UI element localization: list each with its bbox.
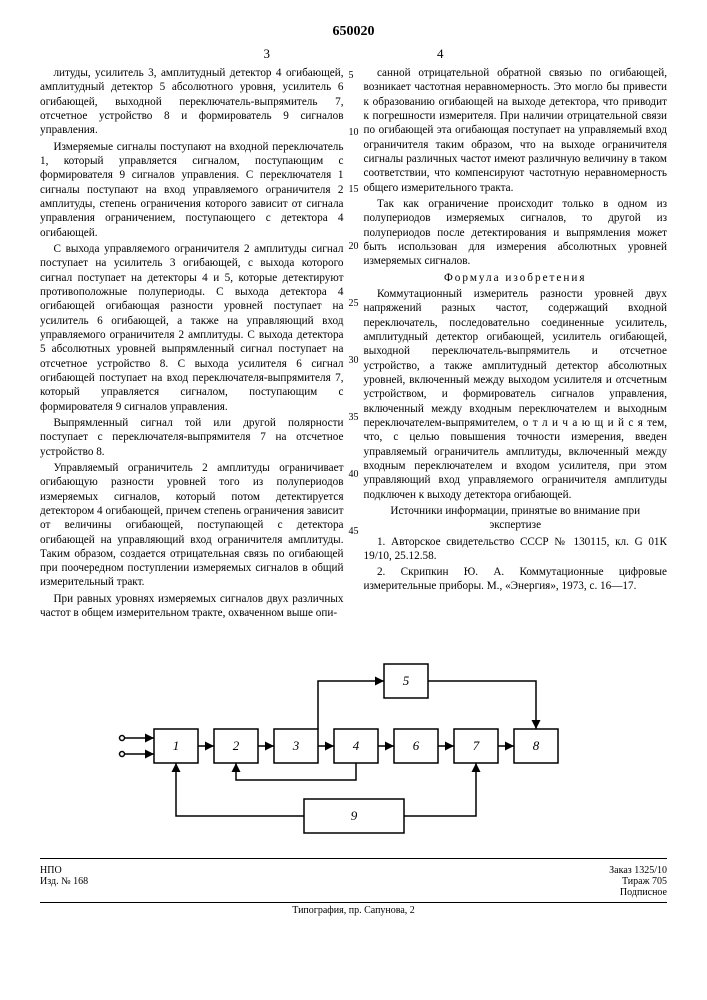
svg-text:7: 7 (472, 738, 479, 753)
imprint-footer: НПО Изд. № 168 Заказ 1325/10 Тираж 705 П… (40, 865, 667, 898)
svg-text:6: 6 (412, 738, 419, 753)
svg-text:1: 1 (172, 738, 179, 753)
paragraph: Измеряемые сигналы поступают на входной … (40, 140, 344, 240)
reference-item: 2. Скрипкин Ю. А. Коммутационные цифровы… (364, 565, 668, 594)
reference-item: 1. Авторское свидетельство СССР № 130115… (364, 535, 668, 564)
svg-text:5: 5 (402, 673, 409, 688)
svg-text:2: 2 (232, 738, 239, 753)
paragraph: При равных уровнях измеряемых сигналов д… (40, 592, 344, 621)
section-title-formula: Формула изобретения (364, 271, 668, 285)
paragraph: С выхода управляемого ограничителя 2 амп… (40, 242, 344, 414)
paragraph: Коммутационный измеритель разности уровн… (364, 287, 668, 502)
paragraph: Управляемый ограничитель 2 амплитуды огр… (40, 461, 344, 590)
svg-text:3: 3 (291, 738, 299, 753)
block-diagram: 1 2 3 4 5 6 7 8 9 (94, 634, 614, 834)
printer-line: Типография, пр. Сапунова, 2 (0, 905, 707, 916)
doc-number: 650020 (40, 24, 667, 40)
section-title-sources: Источники информации, принятые во вниман… (364, 504, 668, 533)
page-number-left: 3 (264, 46, 271, 62)
paragraph: литуды, усилитель 3, амплитудный детекто… (40, 66, 344, 138)
svg-text:4: 4 (352, 738, 359, 753)
paragraph: Так как ограничение происходит только в … (364, 197, 668, 269)
paragraph: Выпрямленный сигнал той или другой поляр… (40, 416, 344, 459)
paragraph: санной отрицательной обратной связью по … (364, 66, 668, 195)
line-number-gutter: 5 10 15 20 25 30 35 40 45 (349, 70, 359, 537)
svg-text:9: 9 (350, 808, 357, 823)
svg-text:8: 8 (532, 738, 539, 753)
page-number-right: 4 (437, 46, 444, 62)
